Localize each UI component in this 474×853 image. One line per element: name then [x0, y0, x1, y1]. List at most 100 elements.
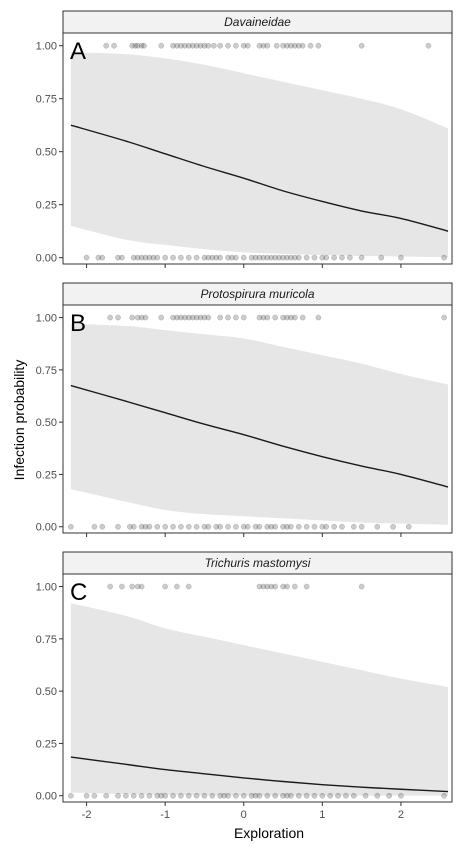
data-point-infected	[138, 314, 145, 321]
data-point-uninfected	[154, 523, 161, 530]
y-tick-label: 0.50	[36, 147, 57, 159]
data-point-infected	[425, 42, 432, 49]
data-point-uninfected	[339, 254, 345, 261]
panel-border	[62, 32, 453, 265]
data-point-infected	[129, 42, 136, 49]
data-point-uninfected	[311, 254, 318, 261]
confidence-ribbon	[70, 52, 449, 258]
data-point-infected	[141, 42, 147, 49]
data-point-infected	[178, 314, 184, 321]
data-point-infected	[284, 583, 290, 590]
data-point-uninfected	[103, 792, 110, 799]
x-tick-label: -2	[82, 809, 92, 821]
data-point-uninfected	[248, 792, 255, 799]
data-point-infected	[189, 314, 196, 321]
data-point-infected	[107, 314, 114, 321]
data-point-infected	[119, 583, 125, 590]
y-tick-label: 0.00	[36, 253, 57, 265]
data-point-uninfected	[319, 254, 326, 261]
data-point-infected	[170, 42, 176, 49]
data-point-uninfected	[374, 523, 381, 530]
data-point-uninfected	[280, 523, 286, 530]
data-point-uninfected	[225, 523, 231, 530]
data-point-uninfected	[205, 254, 212, 261]
y-tick-label: 1.00	[36, 313, 57, 325]
strip-title: Trichuris mastomysi	[205, 556, 311, 570]
panel-a: Davaineidae 0.00 0.25 0.50 0.75 1.00 A	[36, 10, 453, 268]
data-point-uninfected	[260, 254, 267, 261]
data-point-infected	[264, 42, 271, 49]
y-tick-label: 0.50	[36, 686, 57, 698]
data-point-infected	[178, 42, 184, 49]
data-point-uninfected	[268, 254, 275, 261]
data-point-infected	[272, 583, 279, 590]
data-point-infected	[142, 314, 149, 321]
data-point-uninfected	[256, 792, 263, 799]
data-point-infected	[291, 42, 298, 49]
data-point-uninfected	[154, 254, 161, 261]
data-point-infected	[244, 42, 251, 49]
data-point-uninfected	[331, 523, 337, 530]
data-point-infected	[174, 583, 180, 590]
x-tick-label: 0	[241, 809, 247, 821]
data-point-uninfected	[142, 523, 149, 530]
data-point-uninfected	[225, 254, 231, 261]
data-point-infected	[134, 314, 141, 321]
data-point-uninfected	[158, 792, 165, 799]
data-point-uninfected	[134, 254, 141, 261]
data-point-infected	[233, 314, 239, 321]
data-point-infected	[233, 42, 239, 49]
data-point-uninfected	[252, 523, 259, 530]
data-point-infected	[291, 583, 298, 590]
data-point-infected	[315, 314, 322, 321]
data-point-infected	[185, 314, 192, 321]
data-point-uninfected	[288, 792, 294, 799]
data-point-infected	[288, 314, 294, 321]
data-point-infected	[103, 42, 110, 49]
x-tick-label: 1	[319, 809, 325, 821]
data-point-uninfected	[130, 523, 137, 530]
data-point-uninfected	[217, 792, 224, 799]
data-point-uninfected	[343, 792, 349, 799]
data-point-uninfected	[288, 523, 294, 530]
data-point-uninfected	[225, 792, 231, 799]
data-point-uninfected	[91, 792, 98, 799]
data-point-uninfected	[295, 523, 302, 530]
data-point-infected	[205, 314, 212, 321]
data-point-uninfected	[350, 792, 357, 799]
data-point-uninfected	[256, 254, 263, 261]
data-point-uninfected	[123, 792, 129, 799]
data-point-infected	[107, 583, 114, 590]
panel-b: Protospirura muricola 0.00 0.25 0.50 0.75 1.0…	[36, 282, 453, 537]
data-point-infected	[273, 42, 280, 49]
data-point-infected	[240, 42, 247, 49]
panel-border	[62, 573, 453, 803]
data-point-uninfected	[335, 792, 341, 799]
data-point-uninfected	[272, 792, 279, 799]
data-point-uninfected	[99, 254, 106, 261]
data-point-uninfected	[350, 523, 357, 530]
data-point-infected	[201, 42, 208, 49]
y-tick-label: 0.50	[36, 417, 57, 429]
y-tick-label: 0.25	[36, 200, 57, 212]
data-point-uninfected	[193, 523, 200, 530]
data-point-uninfected	[295, 792, 302, 799]
data-point-uninfected	[244, 523, 251, 530]
data-point-uninfected	[284, 792, 290, 799]
data-point-infected	[441, 314, 447, 321]
data-point-infected	[134, 42, 141, 49]
data-point-infected	[181, 314, 188, 321]
y-tick-label: 0.00	[36, 791, 57, 803]
data-point-uninfected	[327, 792, 334, 799]
data-point-infected	[260, 583, 267, 590]
data-point-infected	[260, 314, 267, 321]
data-point-infected	[288, 42, 294, 49]
confidence-ribbon	[70, 323, 449, 525]
y-tick-label: 0.75	[36, 365, 57, 377]
x-axis-title: Exploration	[234, 825, 304, 841]
data-point-infected	[256, 314, 263, 321]
data-point-uninfected	[146, 792, 153, 799]
data-point-uninfected	[319, 523, 326, 530]
y-tick-label: 0.00	[36, 522, 57, 534]
data-point-infected	[174, 42, 180, 49]
